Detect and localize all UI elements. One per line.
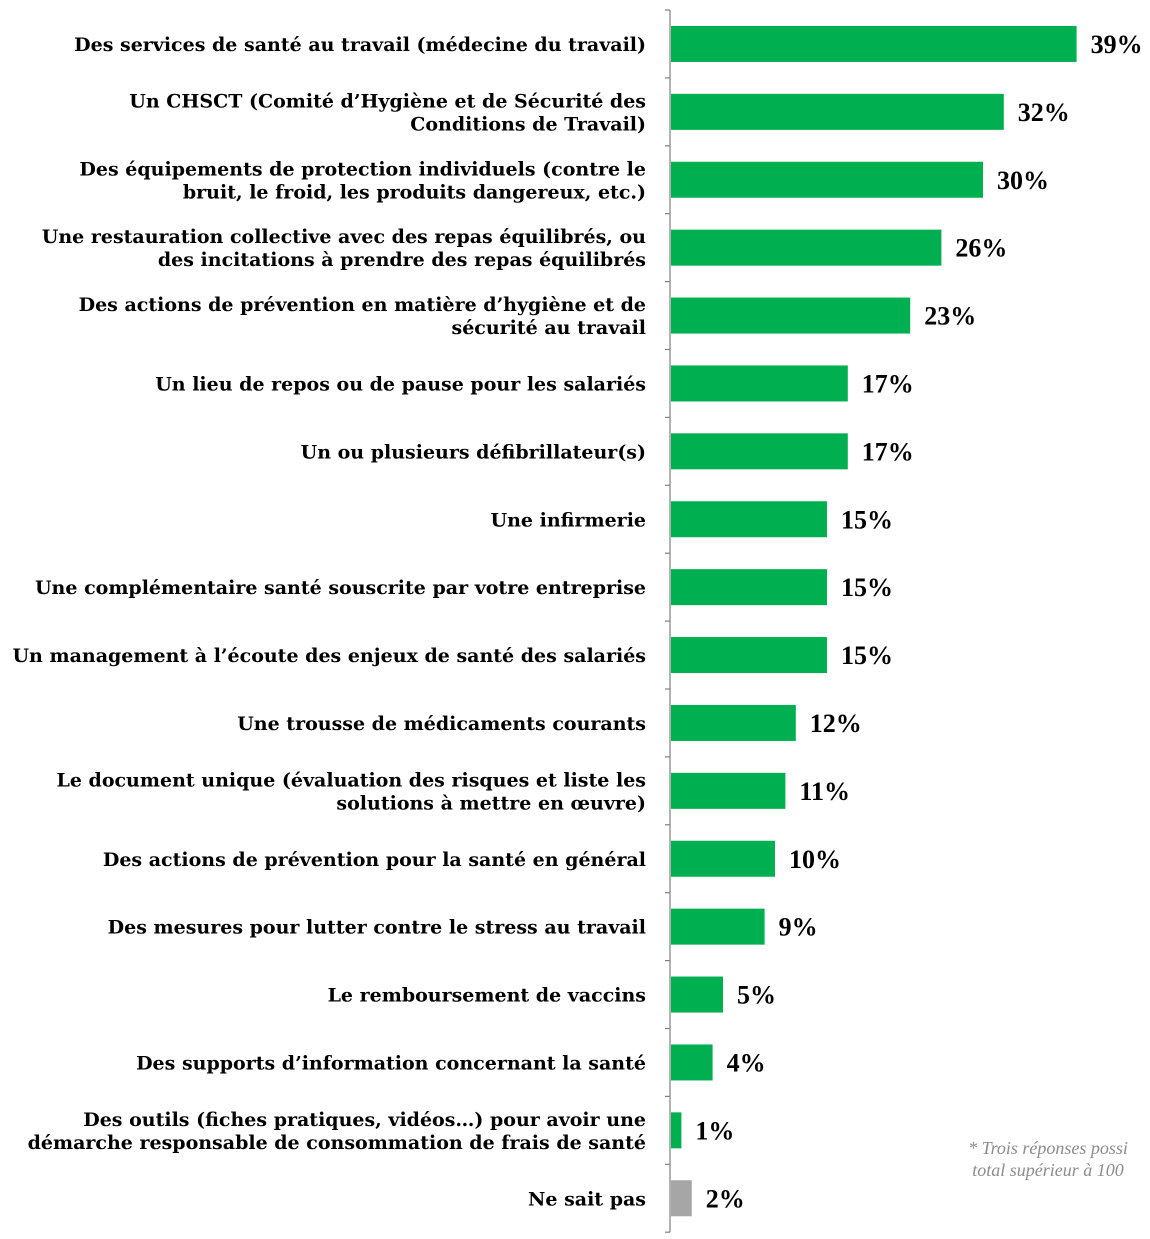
- data-label: 15%: [841, 505, 893, 534]
- bar: [671, 501, 827, 538]
- category-label: démarche responsable de consommation de …: [28, 1132, 646, 1154]
- bar: [671, 908, 765, 945]
- data-label: 15%: [841, 641, 893, 670]
- category-label: Des outils (fiches pratiques, vidéos…) p…: [83, 1109, 646, 1131]
- bar: [671, 93, 1004, 130]
- category-label: Des équipements de protection individuel…: [79, 158, 646, 180]
- data-label: 39%: [1091, 30, 1143, 59]
- category-label: Des services de santé au travail (médeci…: [74, 34, 646, 56]
- data-label: 4%: [727, 1048, 766, 1077]
- data-label: 11%: [799, 777, 850, 806]
- data-label: 12%: [810, 709, 862, 738]
- category-label: Un lieu de repos ou de pause pour les sa…: [155, 373, 646, 395]
- data-label: 10%: [789, 845, 841, 874]
- bar: [671, 637, 827, 674]
- category-label: Un ou plusieurs défibrillateur(s): [301, 441, 646, 463]
- category-label: Ne sait pas: [528, 1188, 646, 1210]
- data-label: 17%: [862, 437, 914, 466]
- category-label: Des actions de prévention pour la santé …: [103, 849, 646, 871]
- bar: [671, 25, 1077, 62]
- bar: [671, 161, 983, 198]
- bar: [671, 1180, 692, 1217]
- category-label: Un management à l’écoute des enjeux de s…: [12, 645, 646, 667]
- bar: [671, 704, 796, 741]
- category-label: Une restauration collective avec des rep…: [42, 226, 646, 248]
- category-label: Le document unique (évaluation des risqu…: [56, 769, 646, 791]
- category-label: Une complémentaire santé souscrite par v…: [35, 577, 646, 599]
- bar: [671, 365, 848, 402]
- data-label: 15%: [841, 573, 893, 602]
- footnote-line-1: * Trois réponses possi: [968, 1138, 1128, 1158]
- bar: [671, 1044, 713, 1081]
- category-label: des incitations à prendre des repas équi…: [158, 249, 646, 271]
- category-label: Le remboursement de vaccins: [328, 985, 646, 1007]
- category-label: sécurité au travail: [452, 317, 647, 339]
- data-label: 30%: [997, 166, 1049, 195]
- category-label: Des mesures pour lutter contre le stress…: [108, 917, 646, 939]
- category-label: Conditions de Travail): [410, 113, 646, 135]
- data-label: 1%: [695, 1116, 734, 1145]
- category-label: Des actions de prévention en matière d’h…: [79, 294, 646, 316]
- bar: [671, 569, 827, 606]
- footnote: * Trois réponses possi total supérieur à…: [928, 1137, 1150, 1181]
- category-label: Une trousse de médicaments courants: [237, 713, 646, 735]
- category-label: solutions à mettre en œuvre): [336, 792, 646, 814]
- value-labels: 39% 32% 30% 26% 23% 17% 17% 15% 15% 15% 12% 11% 10% 9…: [695, 30, 1142, 1213]
- data-label: 5%: [737, 981, 776, 1010]
- data-label: 9%: [779, 913, 818, 942]
- bar: [671, 297, 911, 334]
- bar: [671, 976, 723, 1013]
- bar: [671, 433, 848, 470]
- data-label: 23%: [924, 302, 976, 331]
- bars-layer: [671, 25, 1077, 1217]
- category-label: bruit, le froid, les produits dangereux,…: [183, 181, 646, 203]
- data-label: 2%: [706, 1184, 745, 1213]
- data-label: 32%: [1018, 98, 1070, 127]
- data-label: 17%: [862, 369, 914, 398]
- category-labels: Des services de santé au travail (médeci…: [12, 34, 646, 1210]
- bar: [671, 840, 775, 877]
- category-label: Des supports d’information concernant la…: [136, 1052, 646, 1074]
- data-label: 26%: [955, 234, 1007, 263]
- bar: [671, 1112, 682, 1149]
- bar: [671, 772, 786, 809]
- axis-layer: [665, 9, 671, 1233]
- category-label: Un CHSCT (Comité d’Hygiène et de Sécurit…: [129, 90, 646, 112]
- category-label: Une infirmerie: [491, 509, 646, 531]
- footnote-line-2: total supérieur à 100: [972, 1160, 1124, 1180]
- bar: [671, 229, 942, 266]
